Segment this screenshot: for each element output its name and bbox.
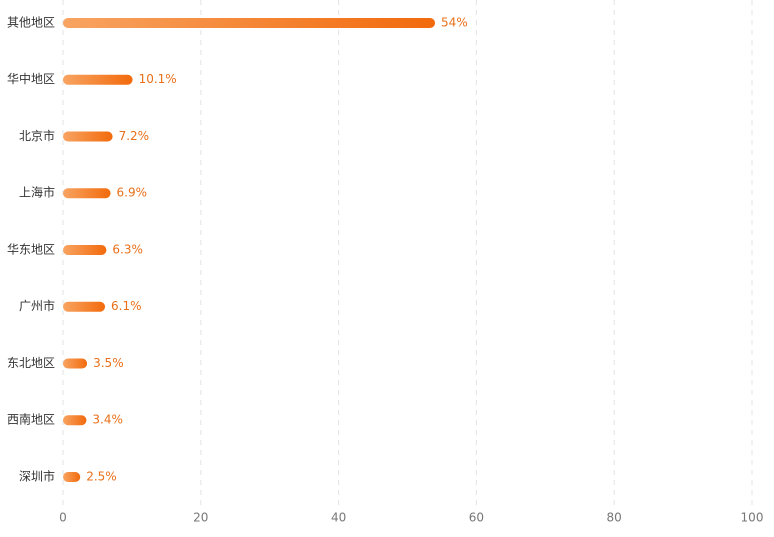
bar xyxy=(63,301,106,312)
y-tick-label: 北京市 xyxy=(19,128,55,143)
y-tick-label: 西南地区 xyxy=(7,412,55,427)
value-label: 6.1% xyxy=(111,299,141,313)
bar xyxy=(63,74,133,85)
value-label: 7.2% xyxy=(119,129,150,143)
y-tick-label: 深圳市 xyxy=(19,468,55,483)
x-tick-label: 40 xyxy=(331,511,346,525)
value-label: 6.9% xyxy=(117,186,148,200)
bar xyxy=(63,244,107,255)
value-label: 54% xyxy=(441,15,468,29)
y-tick-label: 上海市 xyxy=(19,185,55,200)
bar xyxy=(63,358,88,369)
bar xyxy=(63,17,436,28)
y-tick-label: 广州市 xyxy=(19,298,55,313)
bar xyxy=(63,471,81,482)
x-tick-label: 80 xyxy=(607,511,622,525)
y-tick-label: 东北地区 xyxy=(7,356,55,370)
bar xyxy=(63,415,87,426)
bar xyxy=(63,188,111,199)
value-label: 10.1% xyxy=(139,72,177,86)
x-tick-label: 0 xyxy=(59,511,67,525)
value-label: 3.5% xyxy=(93,356,124,370)
value-label: 2.5% xyxy=(86,469,117,483)
y-tick-label: 其他地区 xyxy=(7,15,55,29)
y-tick-label: 华中地区 xyxy=(7,71,55,86)
value-label: 3.4% xyxy=(92,413,123,427)
x-tick-label: 60 xyxy=(469,511,484,525)
x-tick-label: 20 xyxy=(193,511,208,525)
y-tick-label: 华东地区 xyxy=(7,242,55,256)
bar xyxy=(63,131,113,142)
value-label: 6.3% xyxy=(112,242,143,256)
x-tick-label: 100 xyxy=(741,511,764,525)
